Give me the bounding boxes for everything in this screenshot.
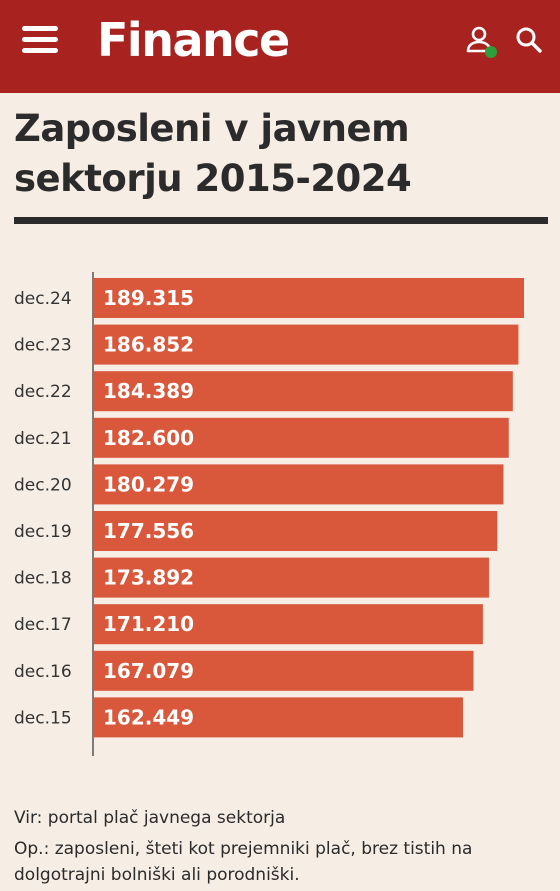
menu-line [22, 37, 58, 42]
bar-dec.17 [94, 604, 483, 645]
value-label: 167.079 [103, 659, 194, 683]
category-label: dec.18 [14, 569, 72, 589]
bar-dec.24 [94, 278, 524, 318]
value-label: 184.389 [103, 379, 194, 403]
bar-dec.21 [94, 417, 509, 458]
category-label: dec.15 [14, 708, 72, 728]
value-label: 162.449 [103, 705, 194, 729]
footnote: Op.: zaposleni, šteti kot prejemniki pla… [14, 839, 473, 885]
title-divider [14, 217, 548, 224]
bar-dec.20 [94, 464, 504, 505]
bar-dec.23 [94, 324, 519, 365]
category-label: dec.21 [14, 429, 72, 449]
value-label: 177.556 [103, 519, 194, 543]
value-label: 186.852 [103, 333, 194, 357]
bar-chart: dec.24 189.315 dec.23 186.852 dec.22 184.389 d… [0, 260, 560, 760]
menu-line [22, 26, 58, 31]
category-label: dec.19 [14, 522, 72, 542]
category-label: dec.17 [14, 615, 72, 635]
top-bar: Finance [0, 0, 560, 93]
bar-dec.15 [94, 697, 463, 738]
category-label: dec.23 [14, 336, 72, 356]
category-label: dec.22 [14, 382, 72, 402]
value-label: 173.892 [103, 566, 194, 590]
category-label: dec.16 [14, 662, 72, 682]
bar-dec.18 [94, 557, 489, 598]
user-icon[interactable] [463, 24, 499, 60]
online-status-dot [485, 46, 497, 58]
bar-dec.19 [94, 511, 498, 551]
search-icon[interactable] [513, 24, 545, 56]
value-label: 182.600 [103, 426, 194, 450]
site-logo[interactable]: Finance [97, 13, 290, 67]
value-label: 180.279 [103, 472, 194, 496]
page-title: Zaposleni v javnem sektorju 2015-2024 [14, 107, 412, 200]
value-label: 189.315 [103, 286, 194, 310]
bar-dec.16 [94, 650, 474, 691]
source-note: Vir: portal plač javnega sektorja [14, 808, 286, 828]
bar-dec.22 [94, 371, 513, 412]
category-label: dec.24 [14, 289, 72, 309]
menu-icon[interactable] [22, 22, 60, 56]
chart-svg: dec.24 189.315 dec.23 186.852 dec.22 184.389 d… [14, 272, 524, 756]
value-label: 171.210 [103, 612, 194, 636]
menu-line [22, 48, 58, 53]
category-label: dec.20 [14, 475, 72, 495]
